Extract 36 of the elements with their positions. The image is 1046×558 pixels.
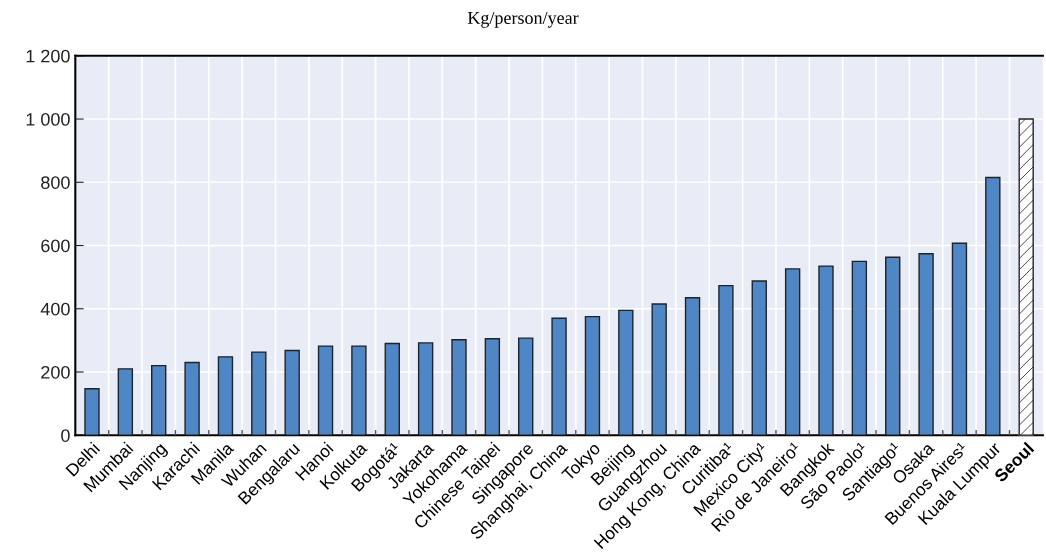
- bar: [651, 303, 667, 436]
- bar: [985, 176, 1001, 436]
- y-tick-label: 0: [61, 429, 70, 442]
- bar: [84, 388, 100, 436]
- bar: [751, 280, 767, 436]
- bar: [184, 361, 200, 436]
- bar: [351, 345, 367, 436]
- y-tick-label: 800: [41, 176, 70, 189]
- y-tick-label: 1 200: [26, 49, 70, 63]
- bar: [618, 309, 634, 436]
- y-tick-label: 600: [41, 239, 70, 253]
- bar: [818, 265, 834, 436]
- bar: [551, 317, 567, 436]
- bar: [718, 284, 734, 436]
- bar: [384, 342, 400, 436]
- bar: [451, 339, 467, 436]
- bar: [885, 256, 901, 436]
- bar: [951, 242, 968, 436]
- bar: [918, 253, 934, 436]
- bar: [417, 342, 434, 436]
- bar: [584, 315, 601, 436]
- bar: [317, 345, 334, 436]
- bar: [151, 364, 167, 436]
- y-tick-label: 200: [41, 365, 70, 379]
- bar: [217, 356, 234, 436]
- bar: [284, 349, 300, 436]
- bar: [684, 296, 701, 436]
- y-tick-label: 1 000: [26, 112, 70, 126]
- bar: [117, 368, 134, 436]
- chart-title: Kg/person/year: [467, 11, 579, 28]
- bar: [251, 351, 267, 436]
- bar: [784, 268, 801, 436]
- bar: [484, 338, 501, 436]
- y-tick-label: 400: [40, 302, 70, 316]
- bar: [851, 260, 868, 436]
- bar: [518, 337, 534, 436]
